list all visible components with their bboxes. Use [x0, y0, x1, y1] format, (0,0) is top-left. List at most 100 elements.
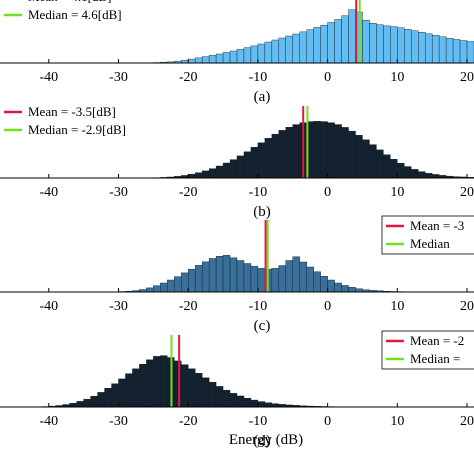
histogram-bar — [257, 142, 266, 179]
histogram-bar — [285, 35, 293, 64]
x-tick-label: 20 — [460, 70, 474, 85]
histogram-bar — [243, 47, 252, 64]
histogram-bars — [132, 9, 474, 64]
histogram-bar — [83, 398, 91, 408]
histogram-bar — [459, 40, 468, 64]
legend-label-median: Median = 4.6[dB] — [28, 7, 122, 22]
x-tick-label: -20 — [179, 185, 198, 200]
histogram-bar — [376, 149, 384, 179]
x-tick-label: -40 — [39, 299, 58, 314]
x-tick-label: -10 — [249, 414, 268, 429]
histogram-bars — [146, 120, 474, 179]
legend: Mean = -2 Median = — [381, 330, 474, 370]
x-tick-label: -40 — [39, 185, 58, 200]
histogram-bar — [327, 279, 335, 293]
histogram-bar — [271, 133, 280, 179]
histogram-bars — [34, 355, 356, 408]
histogram-bar — [292, 124, 300, 179]
histogram-bar — [208, 168, 217, 179]
legend-label-median: Median = — [410, 351, 460, 366]
histogram-bar — [188, 174, 196, 179]
histogram-bar — [97, 392, 105, 408]
x-tick-label: 20 — [460, 299, 474, 314]
histogram-bar — [257, 43, 266, 64]
panel-c: -40 -30 -20 -10 0 10 20 (c) Mean = -3 Median — [0, 215, 474, 334]
histogram-bar — [208, 258, 217, 293]
histogram-bar — [146, 287, 154, 293]
histogram-bar — [271, 268, 280, 293]
histogram-bar — [215, 165, 224, 179]
histogram-bar — [208, 55, 217, 64]
histogram-bar — [271, 39, 280, 64]
x-tick-label: -40 — [39, 414, 58, 429]
histogram-bar — [390, 159, 398, 179]
histogram-bar — [229, 257, 238, 293]
histogram-bar — [397, 162, 405, 179]
histogram-bar — [264, 41, 273, 64]
legend-box — [0, 0, 130, 25]
x-tick-label: -10 — [249, 299, 268, 314]
legend: Mean = -3.5[dB] Median = -2.9[dB] — [0, 102, 130, 140]
histogram-bar — [174, 276, 182, 293]
histogram-bar — [285, 260, 293, 293]
x-tick-label: 10 — [390, 299, 404, 314]
histogram-bar — [153, 356, 161, 408]
histogram-bar — [229, 159, 238, 179]
x-tick-label: 0 — [324, 185, 331, 200]
histogram-bar — [181, 272, 189, 293]
histogram-bar — [383, 25, 391, 64]
histogram-bar — [341, 127, 349, 179]
histogram-bar — [194, 373, 203, 408]
histogram-bar — [160, 355, 168, 408]
histogram-bar — [292, 256, 300, 293]
histogram-bar — [418, 32, 426, 64]
histogram-bar — [69, 402, 77, 408]
histogram-bar — [313, 120, 321, 179]
histogram-bar — [201, 261, 210, 293]
histogram-bar — [369, 144, 377, 179]
histogram-bar — [111, 383, 119, 408]
panels: -40 -30 -20 -10 0 10 20 (a) Mean = 4.1[dB] Median… — [0, 0, 474, 449]
x-tick-label: -30 — [109, 185, 128, 200]
histogram-bar — [250, 265, 259, 293]
histogram-bar — [146, 359, 154, 408]
histogram-bar — [278, 130, 286, 179]
x-tick-label: -40 — [39, 70, 58, 85]
histogram-bar — [313, 27, 321, 64]
histogram-bar — [236, 155, 245, 179]
histogram-bar — [285, 126, 293, 179]
x-tick-label: -30 — [109, 70, 128, 85]
histogram-bar — [376, 24, 384, 64]
histogram-bar — [250, 399, 259, 408]
x-tick-label: 20 — [460, 185, 474, 200]
histogram-bar — [194, 265, 203, 293]
histogram-bar — [278, 37, 286, 64]
legend-box — [381, 215, 474, 255]
histogram-bar — [327, 22, 335, 64]
panel-label: (c) — [254, 318, 271, 334]
panel-a: -40 -30 -20 -10 0 10 20 (a) Mean = 4.1[dB] Median… — [0, 0, 474, 105]
histogram-bar — [236, 49, 245, 64]
histogram-bar — [313, 271, 321, 293]
legend-label-mean: Mean = -3.5[dB] — [28, 104, 116, 119]
legend: Mean = -3 Median — [381, 215, 474, 255]
histogram-bar — [118, 378, 126, 408]
legend-label-median: Median = -2.9[dB] — [28, 122, 126, 137]
histogram-bar — [445, 38, 454, 64]
histogram-bar — [243, 397, 252, 408]
histogram-bar — [250, 147, 259, 179]
histogram-bar — [215, 53, 224, 64]
histogram-bar — [264, 402, 273, 408]
histogram-bar — [181, 364, 189, 408]
histogram-bar — [431, 174, 440, 179]
histogram-bar — [208, 382, 217, 408]
histogram-bar — [306, 266, 314, 293]
histogram-bar — [201, 170, 210, 179]
histogram-bar — [194, 172, 203, 179]
histogram-bar — [362, 139, 370, 179]
histogram-bar — [348, 287, 356, 293]
histogram-bar — [90, 395, 98, 408]
histogram-bar — [404, 29, 412, 64]
panel-d: -40 -30 -20 -10 0 10 20 (d) Mean = -2 Median = — [0, 330, 474, 449]
histogram-bar — [188, 58, 196, 64]
